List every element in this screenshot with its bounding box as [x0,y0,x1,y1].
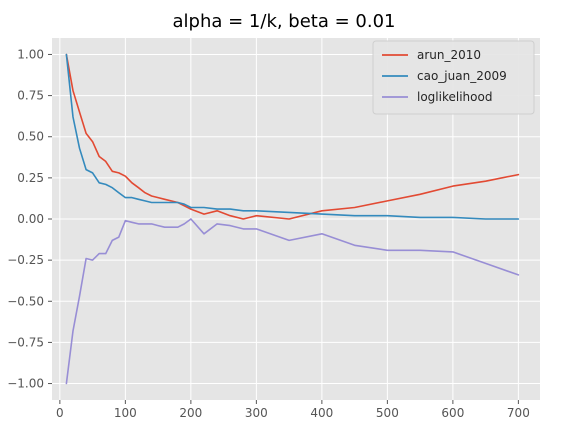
y-tick-label: −0.75 [7,335,44,349]
y-tick-label: 0.75 [17,89,44,103]
x-tick-label: 0 [56,406,64,420]
legend-label-loglikelihood: loglikelihood [417,90,492,104]
y-tick-label: −0.25 [7,253,44,267]
x-tick-label: 300 [245,406,268,420]
legend-box [372,40,535,115]
y-tick-label: −1.00 [7,377,44,391]
x-tick-label: 500 [376,406,399,420]
x-tick-label: 200 [179,406,202,420]
x-tick-label: 400 [310,406,333,420]
y-tick-label: −0.50 [7,294,44,308]
x-tick-label: 700 [507,406,530,420]
legend-label-arun_2010: arun_2010 [417,48,481,62]
series-line-loglikelihood [65,218,520,385]
y-tick-label: 0.50 [17,130,44,144]
series-line-arun_2010 [65,53,520,220]
series-line-cao_juan_2009 [65,53,520,220]
y-tick-label: 1.00 [17,47,44,61]
y-tick-label: 0.00 [17,212,44,226]
legend-label-cao_juan_2009: cao_juan_2009 [417,69,507,83]
watermark-text: http://blog.csdn.net/... @稀土掘金技术社区 [323,420,548,434]
x-tick-label: 100 [114,406,137,420]
legend: arun_2010 cao_juan_2009 loglikelihood [372,40,535,115]
y-tick-label: 0.25 [17,171,44,185]
x-tick-label: 600 [441,406,464,420]
chart-title: alpha = 1/k, beta = 0.01 [173,11,396,32]
